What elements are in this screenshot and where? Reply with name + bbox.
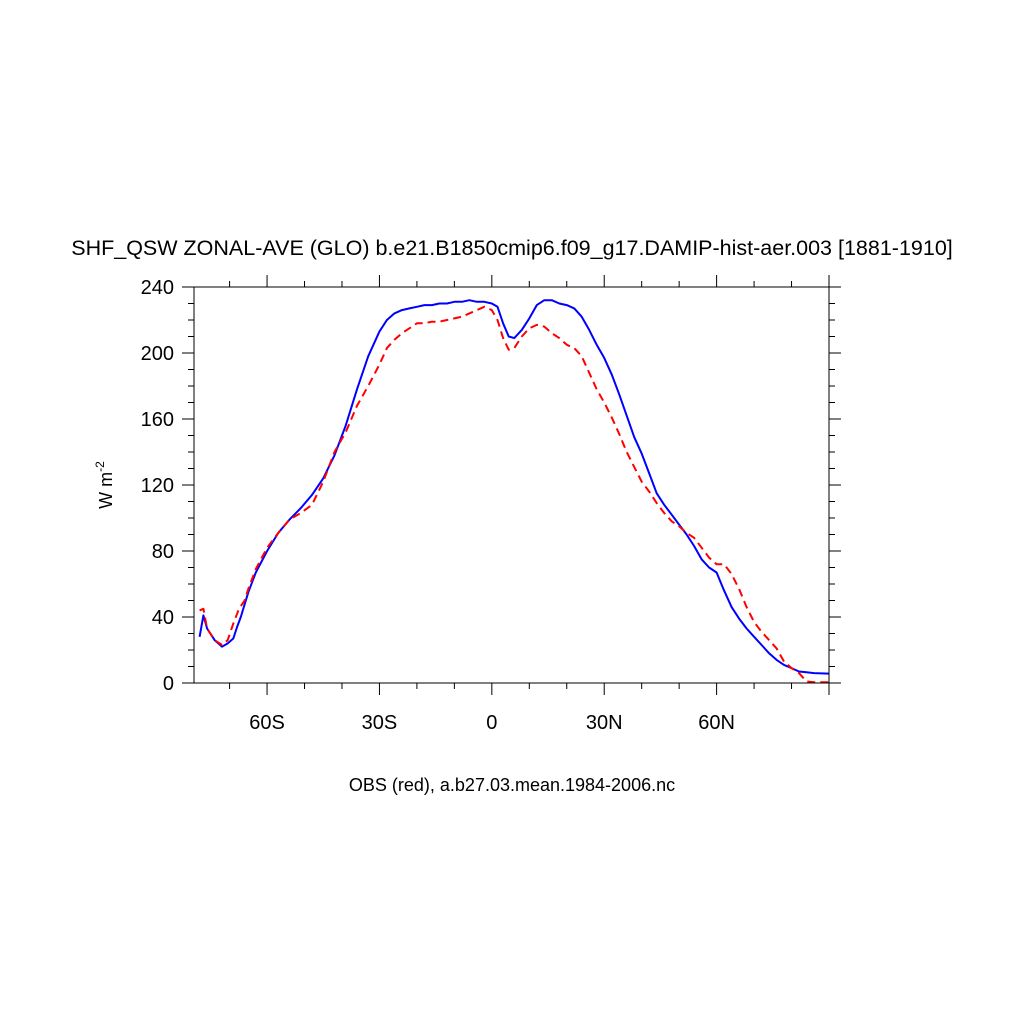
y-tick-label: 80 [152,541,174,563]
x-tick-label: 30N [586,712,623,734]
y-tick-label: 200 [141,343,174,365]
obs-series-line [199,305,829,684]
model-series-line [198,299,830,675]
y-axis-label-superscript: -2 [93,461,107,472]
series-layer [198,299,830,684]
x-tick-label: 60S [249,712,285,734]
y-axis-label: W m-2 [93,461,116,509]
x-tick-label: 30S [362,712,398,734]
chart-title: SHF_QSW ZONAL-AVE (GLO) b.e21.B1850cmip6… [71,236,953,260]
y-axis-label-main: W m [96,472,116,509]
x-tick-label: 60N [698,712,735,734]
x-tick-label: 0 [486,712,497,734]
y-tick-label: 240 [141,277,174,299]
plot-frame [193,286,830,684]
y-tick-label: 160 [141,409,174,431]
tick-layer: 0 40 80 120 160 200 240 60S 30S 0 30N 60N [141,275,841,734]
y-tick-label: 40 [152,607,174,629]
y-tick-label: 120 [141,475,174,497]
x-axis-label: OBS (red), a.b27.03.mean.1984-2006.nc [349,775,675,795]
y-tick-label: 0 [163,673,174,695]
